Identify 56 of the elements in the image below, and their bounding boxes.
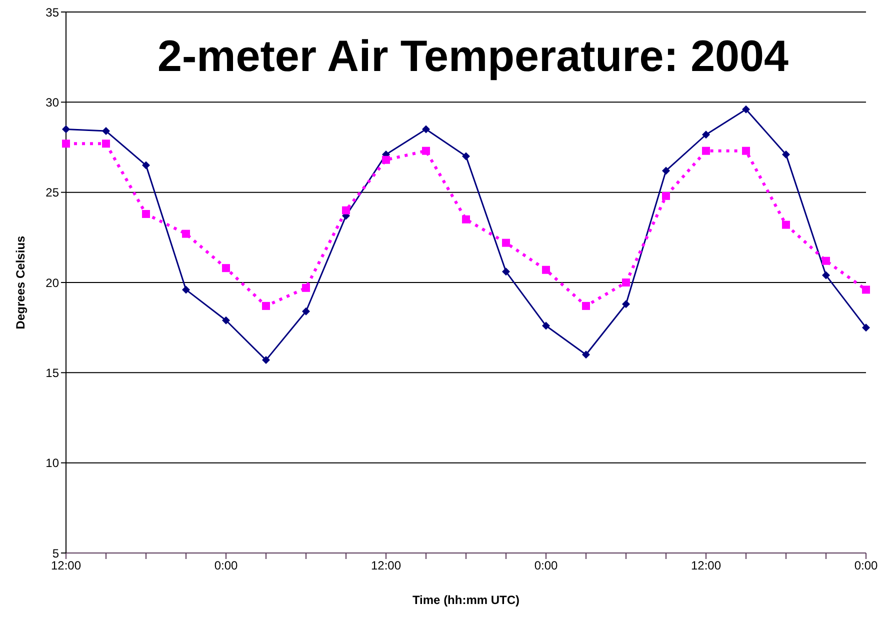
point [142, 210, 150, 218]
point [182, 230, 190, 238]
point [542, 266, 550, 274]
point [702, 130, 710, 139]
y-tick-label: 5 [52, 546, 60, 560]
point [862, 324, 870, 332]
point [662, 166, 670, 175]
point [102, 127, 110, 136]
point [862, 286, 870, 294]
point [582, 350, 590, 359]
x-tick-label: 0:00 [534, 558, 558, 573]
point [62, 140, 70, 148]
y-tick-label: 15 [46, 366, 60, 380]
x-axis-title: Time (hh:mm UTC) [412, 593, 520, 607]
x-tick-label: 12:00 [690, 558, 722, 573]
point [502, 238, 510, 247]
y-axis-title: Degrees Celsius [13, 235, 28, 330]
point [662, 192, 670, 200]
x-tick-label: 12:00 [370, 558, 402, 573]
point [222, 264, 230, 272]
point [62, 125, 70, 134]
point [262, 302, 270, 310]
point [782, 150, 790, 158]
x-tick-label: 12:00 [50, 558, 82, 573]
point [742, 105, 750, 114]
point [742, 146, 750, 155]
point [302, 284, 310, 292]
point [822, 256, 830, 265]
point [382, 156, 390, 164]
point [102, 140, 110, 148]
point [262, 356, 270, 364]
point [582, 302, 590, 310]
y-tick-label: 20 [46, 276, 60, 290]
y-tick-label: 25 [46, 186, 60, 200]
point [622, 278, 630, 286]
point [302, 307, 310, 316]
y-tick-label: 10 [46, 456, 60, 470]
text: 2-meter Air Temperature: 2004 [156, 32, 790, 82]
x-tick-label: 0:00 [214, 558, 238, 573]
point [222, 316, 230, 324]
x-tick-label: 0:00 [854, 558, 878, 573]
point [462, 215, 470, 224]
y-tick-label: 35 [46, 5, 60, 20]
point [422, 146, 430, 155]
point [462, 152, 470, 160]
y-tick-label: 30 [46, 95, 60, 110]
point [542, 322, 550, 330]
point [822, 271, 830, 280]
point [422, 125, 430, 134]
point [702, 146, 710, 155]
point [142, 161, 150, 170]
point [622, 300, 630, 308]
point [782, 220, 790, 229]
point [182, 286, 190, 294]
point [502, 268, 510, 276]
point [342, 206, 350, 214]
